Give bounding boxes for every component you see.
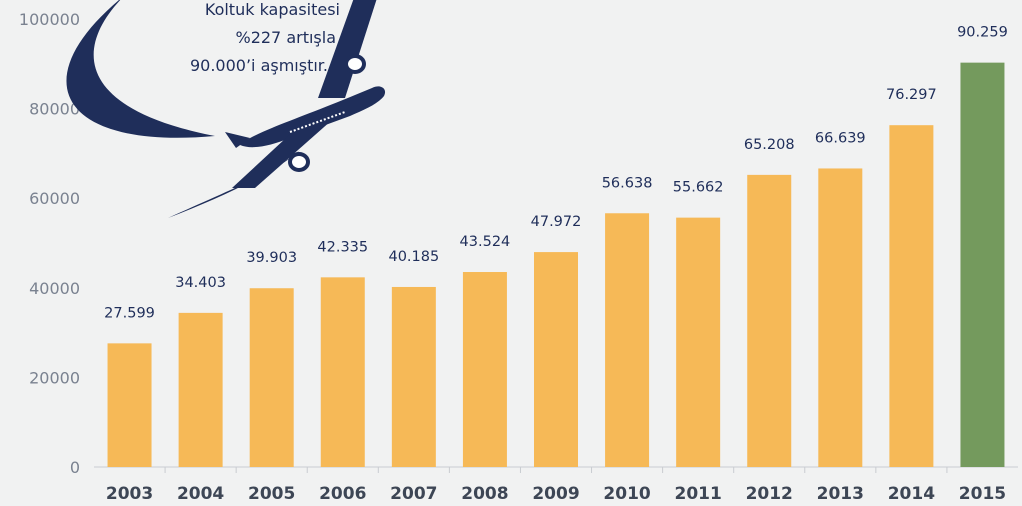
data-label-2014: 76.297 <box>886 87 937 103</box>
bar-2013 <box>818 168 863 467</box>
bar-2003 <box>107 343 152 467</box>
x-tick-label-2014: 2014 <box>888 484 935 504</box>
data-label-2011: 55.662 <box>673 180 724 196</box>
bar-2015 <box>960 62 1005 467</box>
data-label-2005: 39.903 <box>246 250 297 266</box>
bar-2011 <box>676 217 721 467</box>
bar-2005 <box>249 288 294 467</box>
x-tick-label-2008: 2008 <box>461 484 508 504</box>
y-tick-label: 80000 <box>29 100 80 119</box>
y-tick-label: 40000 <box>29 279 80 298</box>
bar-2004 <box>178 312 223 467</box>
data-label-2007: 40.185 <box>388 249 439 265</box>
annotation-line-1: Koltuk kapasitesi <box>205 0 340 19</box>
airplane-icon <box>66 0 386 218</box>
y-axis: 0 20000 40000 60000 80000 100000 <box>19 10 80 477</box>
x-tick-label-2015: 2015 <box>959 484 1006 504</box>
x-tick-label-2004: 2004 <box>177 484 224 504</box>
annotation-line-2: %227 artışla <box>235 28 336 47</box>
y-tick-label: 20000 <box>29 368 80 387</box>
x-axis: 2003 2004 2005 2006 2007 2008 2009 2010 2011 2012… <box>106 467 1006 504</box>
bar-2007 <box>391 286 436 467</box>
x-tick-label-2007: 2007 <box>390 484 437 504</box>
fuselage-windows <box>289 111 346 133</box>
data-label-2012: 65.208 <box>744 137 795 153</box>
tail-fin <box>225 132 250 148</box>
x-tick-label-2013: 2013 <box>817 484 864 504</box>
data-label-2010: 56.638 <box>602 175 653 191</box>
x-tick-label-2012: 2012 <box>746 484 793 504</box>
x-tick-label-2006: 2006 <box>319 484 366 504</box>
data-label-2013: 66.639 <box>815 130 866 146</box>
bar-2006 <box>320 277 365 467</box>
bar-2014 <box>889 125 934 467</box>
bar-2009 <box>534 252 578 467</box>
wing-upper <box>318 0 377 98</box>
data-label-2006: 42.335 <box>317 239 368 255</box>
x-tick-label-2009: 2009 <box>532 484 579 504</box>
data-label-2008: 43.524 <box>460 234 511 250</box>
y-tick-label: 60000 <box>29 189 80 208</box>
bar-2010 <box>605 213 650 467</box>
data-label-2003: 27.599 <box>104 305 155 321</box>
y-tick-label: 100000 <box>19 10 80 29</box>
bar-2008 <box>462 272 507 467</box>
bars <box>107 62 1005 467</box>
wing-lower <box>232 120 332 188</box>
x-tick-label-2003: 2003 <box>106 484 153 504</box>
y-tick-label: 0 <box>70 458 80 477</box>
annotation-line-3: 90.000’i aşmıştır. <box>190 56 328 75</box>
data-labels: 27.599 34.403 39.903 42.335 40.185 43.524 47.9… <box>104 25 1008 322</box>
x-tick-label-2011: 2011 <box>674 484 721 504</box>
x-tick-label-2005: 2005 <box>248 484 295 504</box>
bar-2012 <box>747 174 792 467</box>
data-label-2009: 47.972 <box>531 214 582 230</box>
fuselage <box>240 86 386 148</box>
engine-lower <box>288 152 310 172</box>
engine-upper <box>344 54 366 74</box>
x-tick-label-2010: 2010 <box>603 484 650 504</box>
data-label-2015: 90.259 <box>957 25 1008 41</box>
swoosh-trail <box>66 0 215 138</box>
data-label-2004: 34.403 <box>175 275 226 291</box>
